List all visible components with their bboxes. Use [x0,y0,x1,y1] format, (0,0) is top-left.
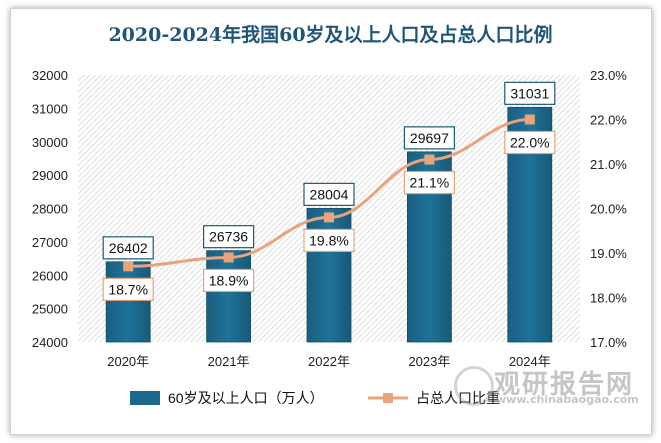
line-point-marker [424,154,435,165]
line-point-marker [324,212,334,223]
left-axis-tick-label: 24000 [32,335,68,350]
left-axis-tick-label: 26000 [32,268,68,283]
x-axis-tick-label: 2021年 [208,354,250,369]
line-label-box [504,130,556,155]
x-axis-tick-label: 2024年 [509,354,551,369]
line-label-box [203,268,255,293]
line-point-marker [524,114,535,125]
left-axis-tick-label: 30000 [32,135,68,150]
line-label-box [403,170,455,195]
bar-label-box [504,81,556,105]
x-axis-tick-label: 2022年 [308,354,350,369]
legend-line-marker [383,393,393,403]
right-axis-tick-label: 23.0% [590,68,627,83]
bar [206,250,252,343]
line-point-marker [223,252,234,263]
left-axis-tick-label: 29000 [32,168,68,183]
line-label-box [303,228,355,252]
right-axis-tick-label: 22.0% [590,113,627,128]
line-value-label: 22.0% [510,135,550,151]
bar [105,261,151,343]
line-value-label: 19.8% [309,232,349,248]
left-axis-tick-label: 25000 [32,302,68,317]
bar-value-label: 28004 [310,186,349,202]
left-axis-tick-label: 27000 [32,235,68,250]
line-value-label: 18.7% [108,281,148,297]
legend-bar-swatch [130,391,160,405]
x-axis-tick-label: 2023年 [408,354,450,369]
chart-title: 2020-2024年我国60岁及以上人口及占总人口比例 [108,24,553,46]
line-value-label: 21.1% [410,175,450,191]
bar-label-box [403,126,455,150]
bar [306,207,352,343]
left-axis-tick-label: 32000 [32,68,68,83]
bar-label-box [102,236,154,260]
line-point-marker [123,261,134,272]
right-axis-tick-label: 17.0% [590,335,627,350]
right-axis-tick-label: 20.0% [590,202,627,217]
left-axis-tick-label: 31000 [32,101,68,116]
line-value-label: 18.9% [209,272,249,288]
left-axis-tick-label: 28000 [32,202,68,217]
line-label-box [102,277,154,301]
right-axis-tick-label: 19.0% [590,246,627,261]
bar-value-label: 29697 [410,130,449,146]
watermark: 观研报告网 www.chinabaogao.com [446,362,646,412]
bar-value-label: 31031 [510,85,549,101]
bar-label-box [203,225,255,249]
x-axis-tick-label: 2020年 [107,354,149,369]
bar-value-label: 26736 [209,229,248,245]
right-axis-tick-label: 18.0% [590,291,627,306]
bar-label-box [303,182,355,206]
watermark-text: 观研报告网 [494,370,635,400]
watermark-logo-icon [454,366,494,406]
legend-bar-label: 60岁及以上人口（万人） [168,390,324,406]
watermark-url: www.chinabaogao.com [496,393,639,406]
right-axis-tick-label: 21.0% [590,157,627,172]
bar-value-label: 26402 [109,240,148,256]
